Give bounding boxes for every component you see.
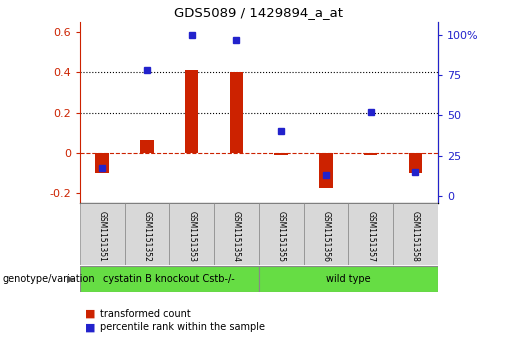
- Bar: [319, 153, 333, 188]
- Text: GSM1151358: GSM1151358: [411, 211, 420, 262]
- Text: GSM1151354: GSM1151354: [232, 211, 241, 262]
- Title: GDS5089 / 1429894_a_at: GDS5089 / 1429894_a_at: [174, 6, 344, 19]
- Text: cystatin B knockout Cstb-/-: cystatin B knockout Cstb-/-: [104, 274, 235, 284]
- Text: percentile rank within the sample: percentile rank within the sample: [100, 322, 265, 333]
- Bar: [95, 153, 109, 173]
- Text: GSM1151353: GSM1151353: [187, 211, 196, 262]
- Text: transformed count: transformed count: [100, 309, 191, 319]
- Bar: [348, 203, 393, 265]
- Text: GSM1151352: GSM1151352: [143, 211, 151, 262]
- Text: GSM1151351: GSM1151351: [98, 211, 107, 262]
- Bar: [259, 266, 438, 292]
- Bar: [80, 266, 259, 292]
- Bar: [80, 203, 125, 265]
- Bar: [303, 203, 348, 265]
- Bar: [125, 203, 169, 265]
- Text: GSM1151357: GSM1151357: [366, 211, 375, 262]
- Bar: [185, 70, 198, 153]
- Bar: [214, 203, 259, 265]
- Text: ■: ■: [85, 309, 95, 319]
- Bar: [364, 153, 377, 155]
- Bar: [409, 153, 422, 173]
- Bar: [259, 203, 303, 265]
- Text: GSM1151356: GSM1151356: [321, 211, 331, 262]
- Text: ■: ■: [85, 322, 95, 333]
- Bar: [230, 72, 243, 153]
- Text: genotype/variation: genotype/variation: [3, 274, 95, 284]
- Bar: [393, 203, 438, 265]
- Bar: [274, 153, 288, 155]
- Text: ▶: ▶: [67, 274, 75, 284]
- Bar: [169, 203, 214, 265]
- Text: GSM1151355: GSM1151355: [277, 211, 286, 262]
- Text: wild type: wild type: [326, 274, 371, 284]
- Bar: [140, 140, 153, 153]
